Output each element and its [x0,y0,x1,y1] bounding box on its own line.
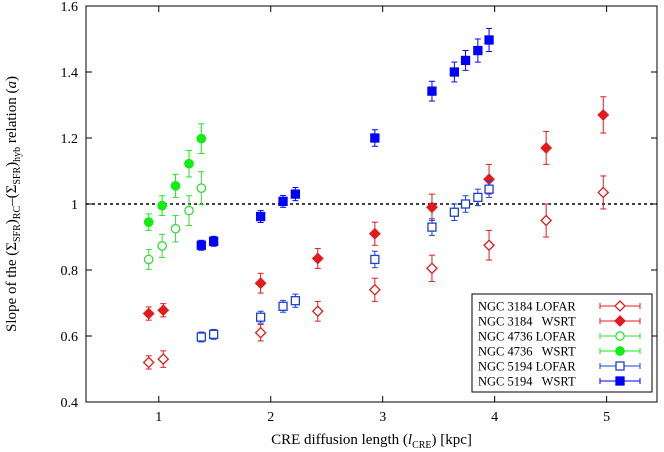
circle-marker [143,254,154,265]
y-axis-label: Slope of the (ΣSFR)RC–(ΣSFR)hyb relation… [4,76,23,332]
legend-label: NGC 3184 WSRT [478,315,576,329]
diamond-marker [157,304,170,317]
square-marker [290,296,301,306]
square-marker [256,312,266,322]
diamond-marker [311,252,324,265]
square-marker [449,67,460,77]
y-tick-label: 1.2 [61,132,79,147]
square-marker [473,45,483,56]
circle-marker [170,181,181,191]
series-ngc-5194-wsrt [196,27,494,251]
square-marker [473,192,483,203]
square-marker [278,196,288,207]
diamond-marker [368,227,381,240]
square-marker [290,189,301,199]
square-marker [427,86,437,96]
diamond-marker [254,326,267,339]
legend-label: NGC 5194 WSRT [478,375,576,389]
legend-label: NGC 5194 LOFAR [478,360,576,374]
diamond-marker [142,356,155,369]
diamond-marker [597,108,610,121]
square-marker [208,329,219,340]
x-axis-label: CRE diffusion length (lCRE) [kpc] [271,432,472,451]
x-tick-label: 2 [267,410,274,425]
diamond-marker [254,277,267,290]
square-marker [208,236,219,246]
square-marker [460,55,471,66]
x-tick-label: 1 [155,410,162,425]
axis-ticks: 1 2 3 4 5 0.4 0.6 0.8 1 1.2 1.4 1.6 [61,0,657,425]
square-marker [278,301,288,311]
y-tick-label: 1.4 [61,66,79,81]
diamond-marker [426,201,438,214]
square-marker [460,199,471,209]
circle-marker [157,200,167,211]
circle-marker [196,133,207,144]
diamond-marker [368,283,381,296]
legend-label: NGC 3184 LOFAR [478,300,576,314]
diamond-marker [540,214,553,227]
series-ngc-5194-lofar [196,180,494,343]
diamond-marker [614,300,626,312]
square-marker [196,332,206,342]
y-tick-label: 0.6 [61,330,79,345]
diamond-marker [540,141,553,154]
circle-marker [196,183,207,194]
series-ngc-4736-lofar [143,171,207,270]
y-tick-label: 1 [71,198,78,213]
series-ngc-4736-wsrt [143,123,207,231]
circle-marker [157,241,167,251]
circle-marker [170,223,181,234]
square-marker [196,240,206,250]
diamond-marker [426,262,438,275]
legend-box [471,293,653,393]
diamond-marker [142,307,155,320]
x-tick-label: 3 [379,410,386,425]
diamond-marker [597,186,610,199]
y-tick-label: 1.6 [61,0,79,15]
circle-marker [184,205,194,216]
diamond-marker [157,353,170,366]
square-marker [615,376,625,386]
square-marker [484,184,494,194]
series-ngc-3184-lofar [142,175,610,370]
diamond-marker [483,239,495,252]
square-marker [484,35,494,45]
diamond-marker [614,315,626,327]
square-marker [370,133,380,143]
y-tick-label: 0.8 [61,264,79,279]
data-series [142,27,610,370]
x-tick-label: 4 [491,410,498,425]
legend-label: NGC 4736 LOFAR [478,330,576,344]
square-marker [449,207,460,217]
x-tick-label: 5 [603,410,610,425]
square-marker [370,254,380,265]
square-marker [615,361,625,371]
square-marker [256,211,266,222]
square-marker [427,222,437,232]
circle-marker [143,217,154,227]
y-tick-label: 0.4 [61,396,79,411]
circle-marker [184,158,194,169]
circle-marker [615,346,625,356]
legend-label: NGC 4736 WSRT [478,345,576,359]
circle-marker [615,331,625,341]
diamond-marker [311,305,324,318]
